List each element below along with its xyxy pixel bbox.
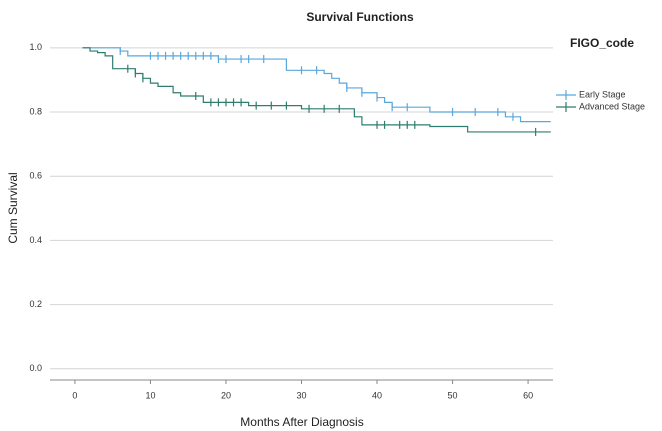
survival-curve (82, 47, 551, 133)
x-tick-label: 50 (448, 390, 458, 400)
x-axis-title: Months After Diagnosis (240, 415, 363, 429)
x-tick-label: 20 (221, 390, 231, 400)
y-tick-label: 0.6 (29, 171, 42, 181)
y-axis-title: Cum Survival (6, 172, 20, 243)
y-tick-label: 0.2 (29, 299, 42, 309)
y-tick-label: 0.4 (29, 235, 42, 245)
legend-swatch (556, 102, 576, 112)
survival-curve (82, 47, 551, 123)
legend-label: Early Stage (579, 89, 626, 99)
y-tick-label: 1.0 (29, 42, 42, 52)
x-tick-label: 10 (145, 390, 155, 400)
legend-title: FIGO_code (570, 36, 634, 50)
x-tick-label: 60 (523, 390, 533, 400)
chart-title: Survival Functions (306, 10, 414, 24)
y-tick-label: 0.0 (29, 363, 42, 373)
legend-label: Advanced Stage (579, 101, 645, 111)
x-tick-label: 0 (72, 390, 77, 400)
x-tick-label: 40 (372, 390, 382, 400)
y-tick-label: 0.8 (29, 106, 42, 116)
legend-swatch (556, 90, 576, 100)
x-tick-label: 30 (296, 390, 306, 400)
